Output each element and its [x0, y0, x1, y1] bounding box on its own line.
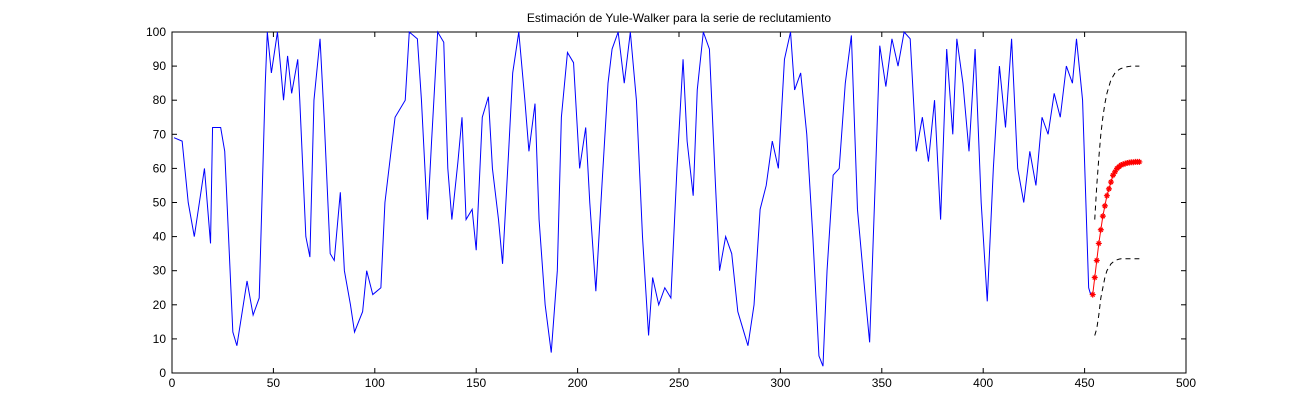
y-tick-label: 100	[146, 25, 166, 39]
y-tick-label: 60	[153, 161, 167, 175]
point-marker	[1093, 257, 1100, 264]
y-tick-label: 30	[153, 264, 167, 278]
x-tick-label: 100	[365, 376, 385, 390]
point-marker	[1095, 240, 1102, 247]
point-marker	[1136, 158, 1143, 165]
point-marker	[1099, 213, 1106, 220]
point-marker	[1089, 291, 1096, 298]
x-tick-label: 400	[973, 376, 993, 390]
x-tick-label: 200	[568, 376, 588, 390]
x-tick-label: 150	[466, 376, 486, 390]
point-marker	[1105, 185, 1112, 192]
y-tick-label: 50	[153, 196, 167, 210]
x-tick-label: 300	[770, 376, 790, 390]
y-tick-label: 10	[153, 332, 167, 346]
x-tick-label: 0	[169, 376, 176, 390]
point-marker	[1112, 168, 1119, 175]
y-tick-label: 90	[153, 59, 167, 73]
point-marker	[1103, 192, 1110, 199]
point-marker	[1101, 202, 1108, 209]
y-tick-label: 40	[153, 230, 167, 244]
x-tick-label: 450	[1075, 376, 1095, 390]
point-marker	[1107, 179, 1114, 186]
point-marker	[1118, 161, 1125, 168]
x-tick-label: 250	[669, 376, 689, 390]
point-marker	[1120, 161, 1127, 168]
y-tick-label: 0	[159, 366, 166, 380]
y-tick-label: 80	[153, 93, 167, 107]
point-marker	[1091, 274, 1098, 281]
point-marker	[1122, 160, 1129, 167]
y-tick-label: 70	[153, 127, 167, 141]
y-tick-label: 20	[153, 298, 167, 312]
chart-title: Estimación de Yule-Walker para la serie …	[527, 11, 831, 25]
series-line	[173, 30, 1092, 367]
x-tick-label: 350	[872, 376, 892, 390]
x-tick-label: 50	[267, 376, 281, 390]
plot-area	[171, 31, 1187, 374]
x-tick-label: 500	[1176, 376, 1196, 390]
point-marker	[1109, 172, 1116, 179]
series-line	[1094, 258, 1140, 336]
point-marker	[1097, 226, 1104, 233]
